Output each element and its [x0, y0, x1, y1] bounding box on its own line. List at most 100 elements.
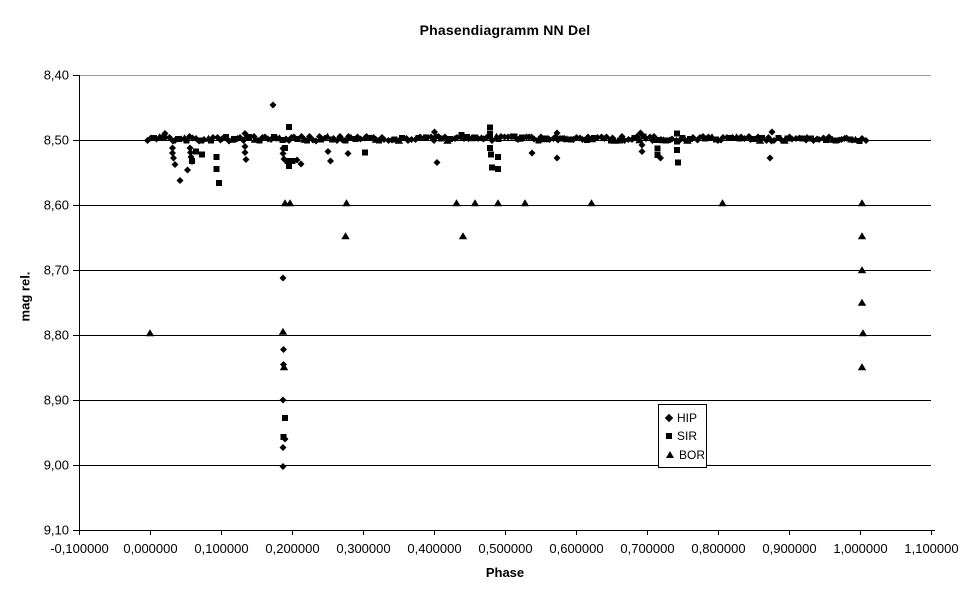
- bor-point: [279, 363, 289, 371]
- legend-entry-bor: BOR: [666, 449, 706, 461]
- hip-point: [766, 154, 774, 162]
- hip-point: [638, 141, 646, 149]
- sir-point: [674, 147, 680, 153]
- sir-point: [284, 158, 291, 164]
- sir-point: [216, 180, 222, 186]
- hip-point: [297, 160, 305, 168]
- band-point: [584, 133, 592, 141]
- sir-point: [282, 145, 288, 151]
- sir-point: [489, 164, 495, 171]
- sir-point: [674, 130, 680, 137]
- bor-point: [587, 199, 596, 207]
- x-tick-label: 0,700000: [620, 541, 674, 556]
- x-tick-label: 0,000000: [123, 541, 177, 556]
- sir-point: [289, 158, 296, 164]
- sir-point: [213, 154, 220, 160]
- band-point: [519, 134, 525, 141]
- hip-point: [279, 463, 287, 470]
- band-point: [423, 134, 429, 141]
- y-tick-label: 8,80: [44, 328, 69, 343]
- x-tick-label: 1,000000: [833, 541, 887, 556]
- sir-point: [213, 166, 220, 172]
- hip-point: [184, 166, 191, 174]
- hip-point: [344, 150, 352, 157]
- sir-point: [654, 145, 661, 152]
- hip-point: [176, 177, 184, 184]
- band-point: [759, 135, 765, 141]
- bor-point: [857, 232, 867, 240]
- hip-point: [431, 128, 438, 136]
- band-point: [862, 137, 870, 144]
- band-point: [719, 134, 727, 141]
- x-tick-label: 0,500000: [478, 541, 532, 556]
- hip-point: [279, 444, 287, 451]
- bor-point: [493, 199, 503, 207]
- band-point: [223, 134, 229, 140]
- hip-point: [324, 148, 332, 155]
- x-tick-label: 0,100000: [194, 541, 248, 556]
- y-tick-label: 8,40: [44, 68, 69, 83]
- sir-point: [495, 166, 501, 172]
- band-point: [416, 133, 424, 141]
- legend-label-hip: HIP: [677, 410, 698, 425]
- hip-point: [637, 129, 644, 137]
- hip-point: [161, 130, 169, 137]
- hip-point: [279, 150, 287, 157]
- hip-point: [241, 143, 249, 150]
- band-point: [408, 136, 415, 143]
- bor-point: [470, 199, 480, 207]
- sir-point: [674, 138, 680, 145]
- hip-point: [327, 157, 334, 165]
- x-tick-label: -0,100000: [50, 541, 109, 556]
- x-tick-label: 0,800000: [691, 541, 745, 556]
- y-tick-label: 8,50: [44, 133, 69, 148]
- square-marker-icon: [666, 433, 672, 439]
- bor-point: [857, 298, 867, 306]
- bor-point: [278, 327, 288, 335]
- bor-point: [857, 199, 867, 207]
- x-tick-label: 0,300000: [336, 541, 390, 556]
- legend: HIP SIR BOR: [658, 404, 707, 468]
- hip-point: [553, 154, 561, 162]
- hip-point: [169, 149, 176, 157]
- sir-point: [286, 124, 292, 130]
- sir-point: [487, 124, 493, 131]
- sir-point: [193, 148, 199, 155]
- bor-point: [858, 329, 868, 337]
- sir-point: [282, 415, 288, 421]
- hip-point: [241, 149, 249, 156]
- x-tick-label: 0,400000: [407, 541, 461, 556]
- x-tick-label: 1,100000: [904, 541, 958, 556]
- band-point: [399, 135, 405, 141]
- hip-point: [170, 154, 177, 162]
- sir-point: [280, 434, 287, 440]
- y-tick-label: 9,00: [44, 458, 69, 473]
- bor-point: [718, 199, 727, 207]
- sir-point: [189, 158, 195, 164]
- hip-point: [187, 149, 194, 156]
- hip-point: [638, 148, 646, 155]
- chart-title: Phasendiagramm NN Del: [419, 22, 591, 38]
- hip-point: [528, 149, 536, 157]
- y-tick-label: 8,70: [44, 263, 69, 278]
- band-point: [312, 137, 320, 145]
- hip-point: [269, 101, 277, 109]
- bor-point: [145, 329, 155, 337]
- hip-point: [279, 396, 287, 404]
- legend-label-sir: SIR: [677, 429, 698, 443]
- sir-point: [487, 145, 493, 151]
- hip-point: [279, 274, 287, 282]
- y-tick-label: 8,90: [44, 393, 69, 408]
- x-tick-label: 0,900000: [762, 541, 816, 556]
- x-tick-label: 0,200000: [265, 541, 319, 556]
- hip-point: [242, 156, 250, 163]
- sir-point: [488, 151, 494, 158]
- series-bor: [145, 199, 868, 371]
- sir-point: [362, 149, 368, 156]
- x-axis-title: Phase: [485, 565, 525, 580]
- bor-point: [458, 232, 468, 240]
- series-sir: [189, 124, 681, 440]
- triangle-marker-icon: [666, 451, 674, 458]
